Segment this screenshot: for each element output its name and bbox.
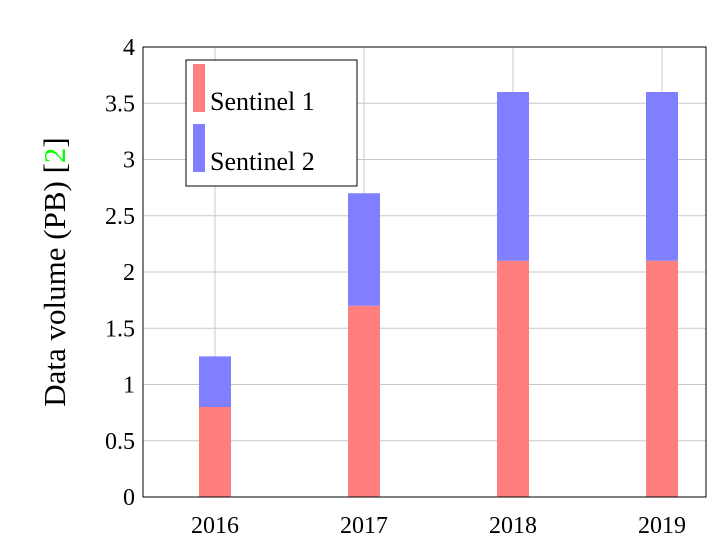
bar-segment xyxy=(646,260,678,497)
x-tick-label: 2016 xyxy=(191,513,239,539)
x-tick-label: 2017 xyxy=(340,513,388,539)
x-tick-label: 2018 xyxy=(489,513,537,539)
y-tick-label: 4 xyxy=(123,35,135,61)
y-tick-label: 2 xyxy=(123,260,135,286)
legend-box xyxy=(185,59,358,187)
y-tick-label: 3.5 xyxy=(105,91,135,117)
bar-segment xyxy=(497,92,529,261)
legend-swatch xyxy=(193,64,205,112)
bar-segment xyxy=(348,305,380,497)
y-tick-label: 3 xyxy=(123,148,135,174)
y-tick-label: 0.5 xyxy=(105,429,135,455)
legend-label: Sentinel 1 xyxy=(210,87,315,116)
y-tick-label: 2.5 xyxy=(105,204,135,230)
bar-segment xyxy=(348,193,380,306)
x-tick-label: 2019 xyxy=(638,513,686,539)
y-label-text: ] xyxy=(37,137,72,147)
y-tick-label: 1 xyxy=(123,373,135,399)
bar-segment xyxy=(199,407,231,497)
plot-frame xyxy=(142,46,707,498)
y-label-text: Data volume (PB) [ xyxy=(37,163,72,407)
bar-segment xyxy=(199,356,231,407)
y-tick-label: 1.5 xyxy=(105,316,135,342)
y-axis-label: Data volume (PB) [2] xyxy=(37,137,72,406)
legend-label: Sentinel 2 xyxy=(210,147,315,176)
legend-swatch xyxy=(193,124,205,172)
bar-segment xyxy=(646,92,678,261)
bar-segment xyxy=(497,260,529,497)
citation: 2 xyxy=(37,148,72,164)
y-tick-label: 0 xyxy=(123,485,135,511)
